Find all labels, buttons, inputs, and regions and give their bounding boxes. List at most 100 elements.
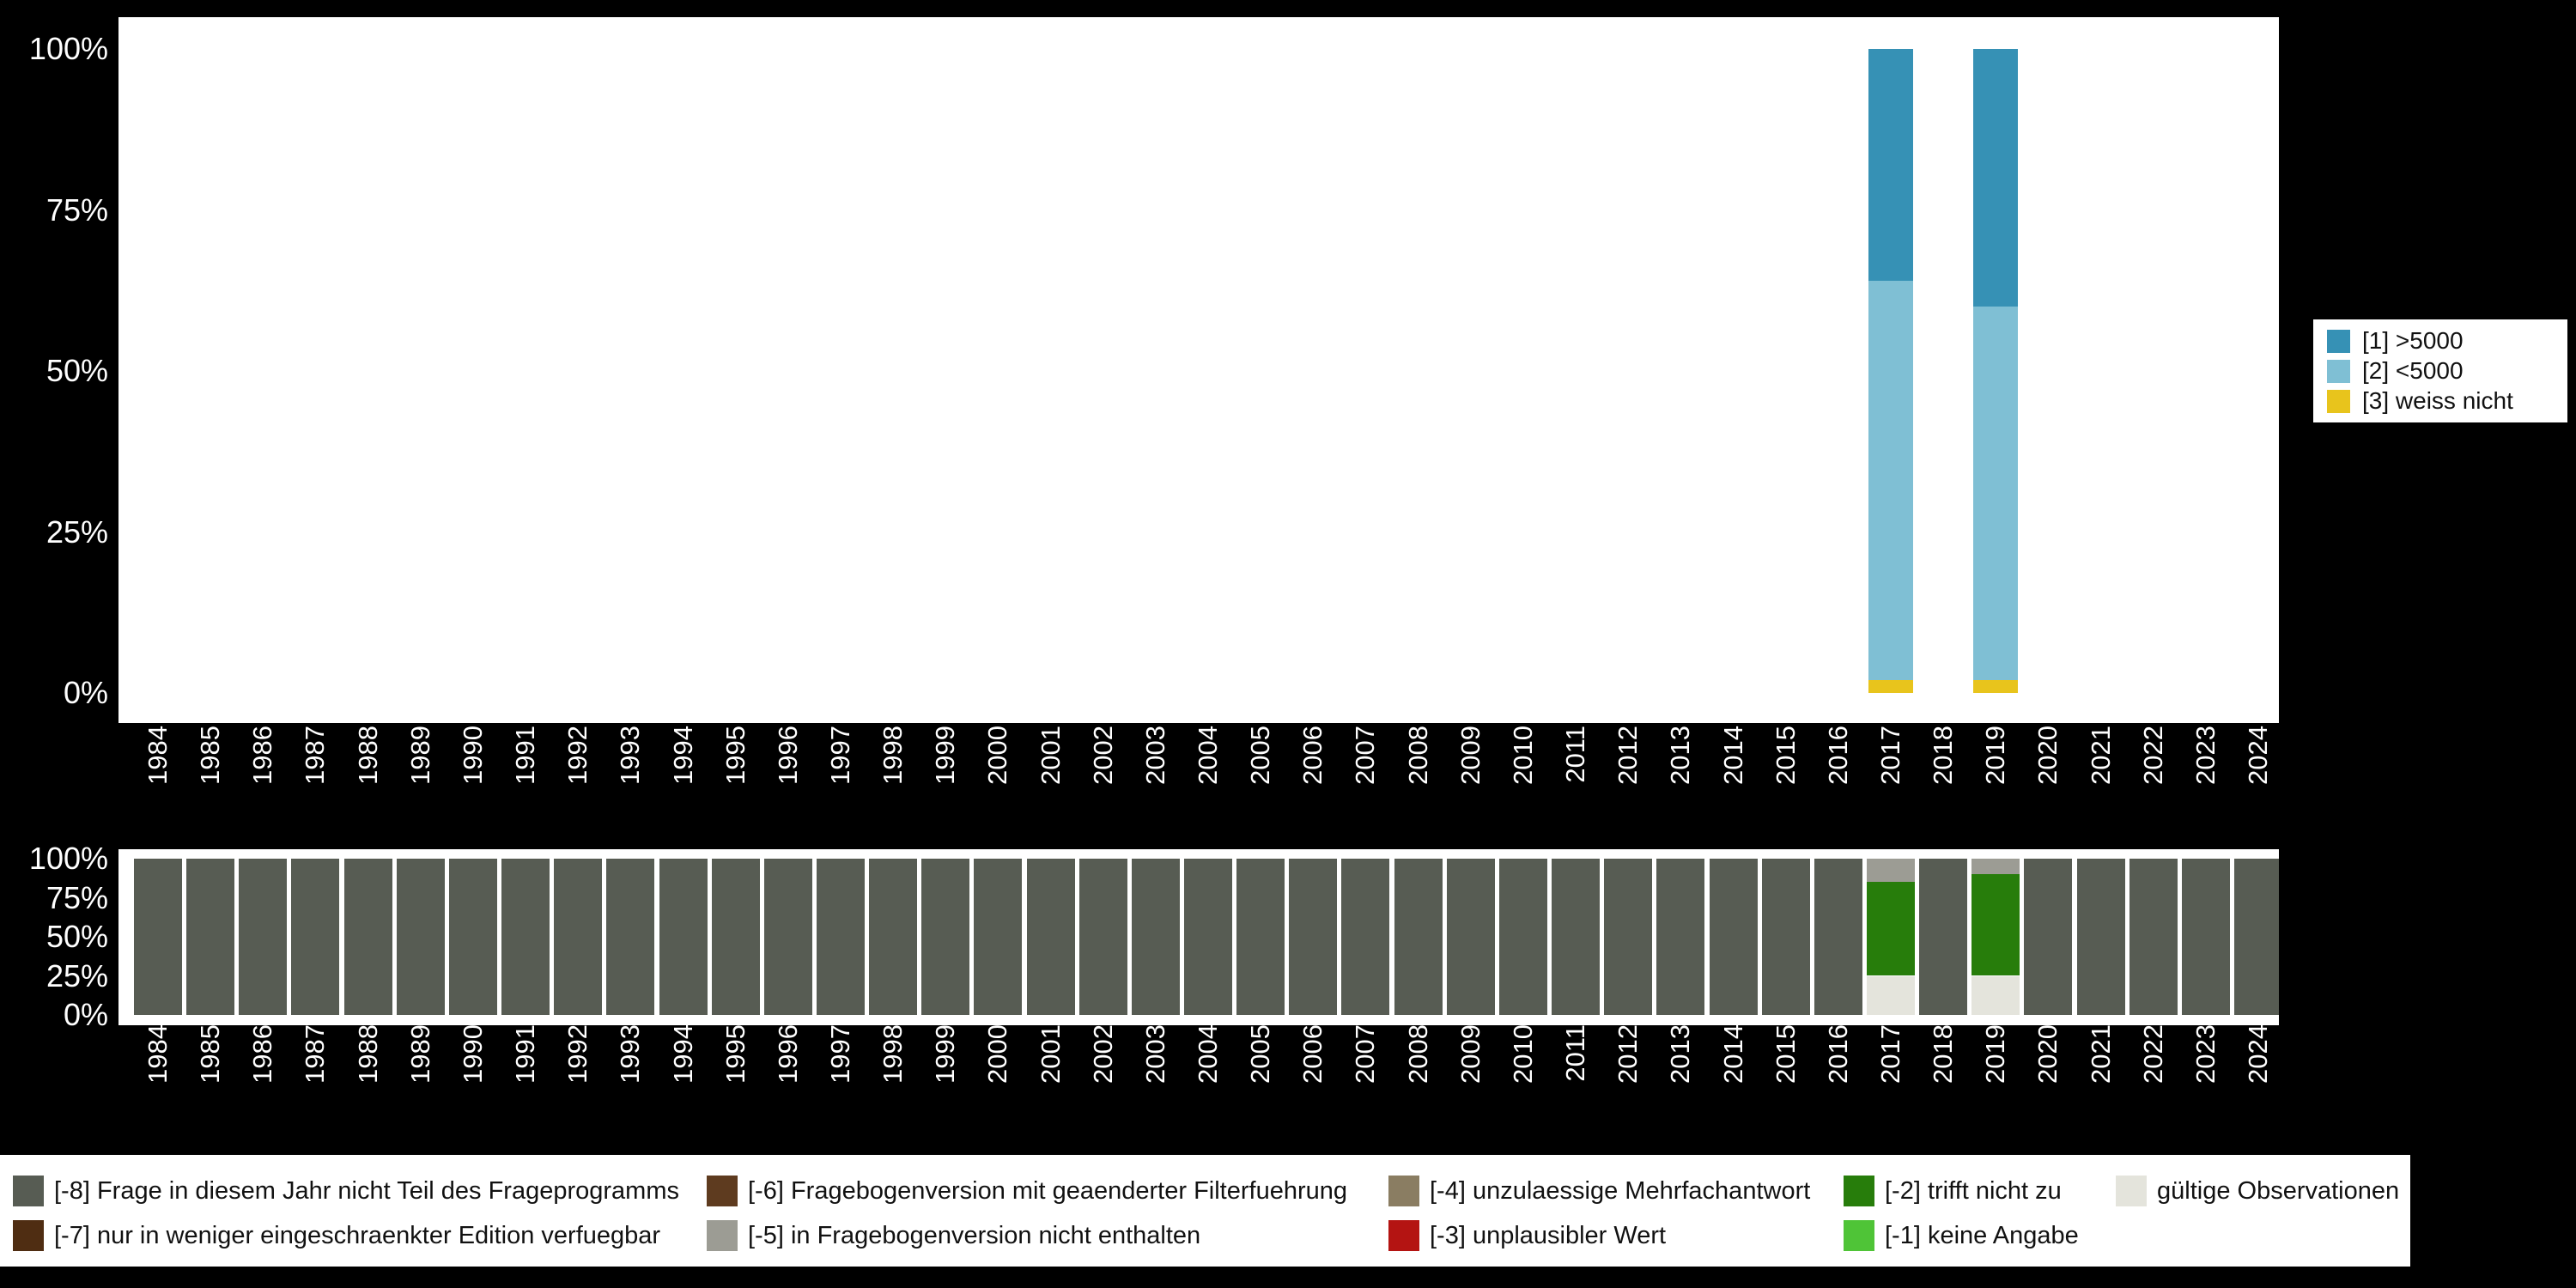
missing-legend-label-m2: [-2] trifft nicht zu: [1885, 1176, 2062, 1205]
frequencies-y-tick-50pct: 50%: [46, 353, 108, 388]
missings-bar-2009-m8[interactable]: [1446, 859, 1495, 1015]
missings-bar-1995-m8[interactable]: [711, 859, 760, 1015]
missings-bar-2020-m8[interactable]: [2024, 859, 2073, 1015]
missing-legend-label-m4: [-4] unzulaessige Mehrfachantwort: [1430, 1176, 1811, 1205]
missings-bar-1994-m8[interactable]: [659, 859, 708, 1015]
missings-bar-2019-m2[interactable]: [1971, 874, 2020, 976]
missings-bar-2012-m8[interactable]: [1604, 859, 1653, 1015]
missings-bar-2015-m8[interactable]: [1761, 859, 1810, 1015]
missing-legend-swatch-m7: [13, 1220, 44, 1251]
frequencies-x-tick-1991: 1991: [510, 726, 541, 785]
missings-bar-2021-m8[interactable]: [2076, 859, 2125, 1015]
legend-item-weiss-nicht: [3] weiss nicht: [2327, 387, 2554, 415]
legend-item-gt5000: [1] >5000: [2327, 327, 2554, 355]
missings-x-tick-2009: 2009: [1455, 1024, 1485, 1084]
frequencies-bar-2017-weiss-nicht[interactable]: [1868, 680, 1913, 693]
missings-bar-2011-m8[interactable]: [1552, 859, 1601, 1015]
missings-bar-2003-m8[interactable]: [1131, 859, 1180, 1015]
missings-bar-1993-m8[interactable]: [606, 859, 655, 1015]
missings-bar-2017-valid[interactable]: [1866, 975, 1915, 1015]
missings-bar-2018-m8[interactable]: [1919, 859, 1968, 1015]
missings-bar-2022-m8[interactable]: [2129, 859, 2178, 1015]
frequencies-x-tick-1988: 1988: [352, 726, 383, 785]
missing-legend-swatch-m1: [1844, 1220, 1874, 1251]
frequencies-x-tick-2000: 2000: [982, 726, 1013, 785]
frequencies-x-tick-1984: 1984: [143, 726, 173, 785]
missings-x-tick-2007: 2007: [1350, 1024, 1381, 1084]
missings-bar-1984-m8[interactable]: [134, 859, 182, 1015]
missing-legend-swatch-m4: [1388, 1176, 1419, 1206]
frequencies-bar-2019-lt5000[interactable]: [1973, 307, 2019, 680]
frequencies-y-tick-75pct: 75%: [46, 191, 108, 228]
frequencies-x-tick-2001: 2001: [1035, 726, 1066, 785]
missings-bar-2016-m8[interactable]: [1814, 859, 1862, 1015]
frequencies-x-tick-1999: 1999: [930, 726, 961, 785]
missings-bar-2001-m8[interactable]: [1026, 859, 1075, 1015]
frequencies-x-tick-2007: 2007: [1350, 726, 1381, 785]
missings-bar-1990-m8[interactable]: [448, 859, 497, 1015]
frequencies-bar-2017-lt5000[interactable]: [1868, 281, 1913, 680]
missings-bar-2005-m8[interactable]: [1236, 859, 1285, 1015]
missings-bar-1988-m8[interactable]: [343, 859, 392, 1015]
frequencies-x-tick-1986: 1986: [247, 726, 278, 785]
missings-bar-2006-m8[interactable]: [1289, 859, 1338, 1015]
frequencies-bar-2019-weiss-nicht[interactable]: [1973, 680, 2019, 693]
missings-bar-2019-valid[interactable]: [1971, 975, 2020, 1015]
frequencies-x-tick-2010: 2010: [1507, 726, 1538, 785]
frequencies-y-tick-100pct: 100%: [28, 31, 108, 66]
missings-bar-2002-m8[interactable]: [1078, 859, 1127, 1015]
missings-x-tick-2013: 2013: [1665, 1024, 1696, 1084]
missings-x-tick-2022: 2022: [2137, 1024, 2168, 1084]
missings-x-tick-1999: 1999: [930, 1024, 961, 1084]
missing-legend-item-valid: gültige Observationen: [2116, 1175, 2399, 1207]
frequencies-x-tick-2019: 2019: [1980, 726, 2011, 785]
missings-x-tick-2012: 2012: [1613, 1024, 1643, 1084]
missings-bar-1992-m8[interactable]: [554, 859, 603, 1015]
frequencies-bar-2019-gt5000[interactable]: [1973, 49, 2019, 307]
missings-bar-1986-m8[interactable]: [239, 859, 288, 1015]
frequencies-bar-2017-gt5000[interactable]: [1868, 49, 1913, 281]
missings-bar-1996-m8[interactable]: [763, 859, 812, 1015]
missings-x-tick-1991: 1991: [510, 1024, 541, 1084]
missings-bar-2024-m8[interactable]: [2234, 859, 2279, 1015]
frequencies-x-tick-1992: 1992: [562, 726, 593, 785]
missings-x-tick-2006: 2006: [1297, 1024, 1328, 1084]
missings-bar-2004-m8[interactable]: [1184, 859, 1232, 1015]
missings-bar-1991-m8[interactable]: [501, 859, 550, 1015]
missings-bar-2014-m8[interactable]: [1709, 859, 1758, 1015]
missings-x-tick-1987: 1987: [300, 1024, 331, 1084]
frequencies-x-tick-2011: 2011: [1560, 726, 1591, 783]
missings-bar-2007-m8[interactable]: [1341, 859, 1390, 1015]
missings-bar-2000-m8[interactable]: [974, 859, 1023, 1015]
missings-bar-1997-m8[interactable]: [816, 859, 865, 1015]
frequencies-x-tick-2017: 2017: [1874, 726, 1905, 785]
missings-bar-2017-m5[interactable]: [1866, 859, 1915, 883]
missings-bar-2019-m5[interactable]: [1971, 859, 2020, 875]
missings-bar-2010-m8[interactable]: [1498, 859, 1547, 1015]
missings-bar-2017-m2[interactable]: [1866, 882, 1915, 976]
legend-swatch-gt5000: [2327, 329, 2350, 353]
missings-bar-1999-m8[interactable]: [921, 859, 970, 1015]
frequencies-plot-area: [118, 17, 2279, 723]
missings-bar-1998-m8[interactable]: [869, 859, 918, 1015]
missing-legend-label-valid: gültige Observationen: [2157, 1176, 2400, 1205]
missings-x-tick-2023: 2023: [2190, 1024, 2221, 1084]
missings-bar-2023-m8[interactable]: [2181, 859, 2230, 1015]
missing-legend-item-m5: [-5] in Fragebogenversion nicht enthalte…: [707, 1219, 1200, 1252]
missings-y-tick-75pct: 75%: [46, 879, 108, 915]
frequencies-x-tick-2002: 2002: [1087, 726, 1118, 785]
missings-bar-1989-m8[interactable]: [396, 859, 445, 1015]
frequencies-x-tick-2008: 2008: [1402, 726, 1433, 785]
frequencies-x-tick-1997: 1997: [824, 726, 855, 785]
missings-bar-2008-m8[interactable]: [1394, 859, 1443, 1015]
missings-x-tick-2020: 2020: [2032, 1024, 2063, 1084]
missings-bar-1987-m8[interactable]: [291, 859, 340, 1015]
frequencies-x-tick-2005: 2005: [1245, 726, 1276, 785]
missing-legend-item-m8: [-8] Frage in diesem Jahr nicht Teil des…: [13, 1175, 679, 1207]
frequencies-x-tick-2020: 2020: [2032, 726, 2063, 785]
missings-bar-1985-m8[interactable]: [186, 859, 235, 1015]
missings-bar-2013-m8[interactable]: [1656, 859, 1705, 1015]
frequencies-x-tick-1995: 1995: [720, 726, 750, 785]
frequencies-x-tick-2006: 2006: [1297, 726, 1328, 785]
